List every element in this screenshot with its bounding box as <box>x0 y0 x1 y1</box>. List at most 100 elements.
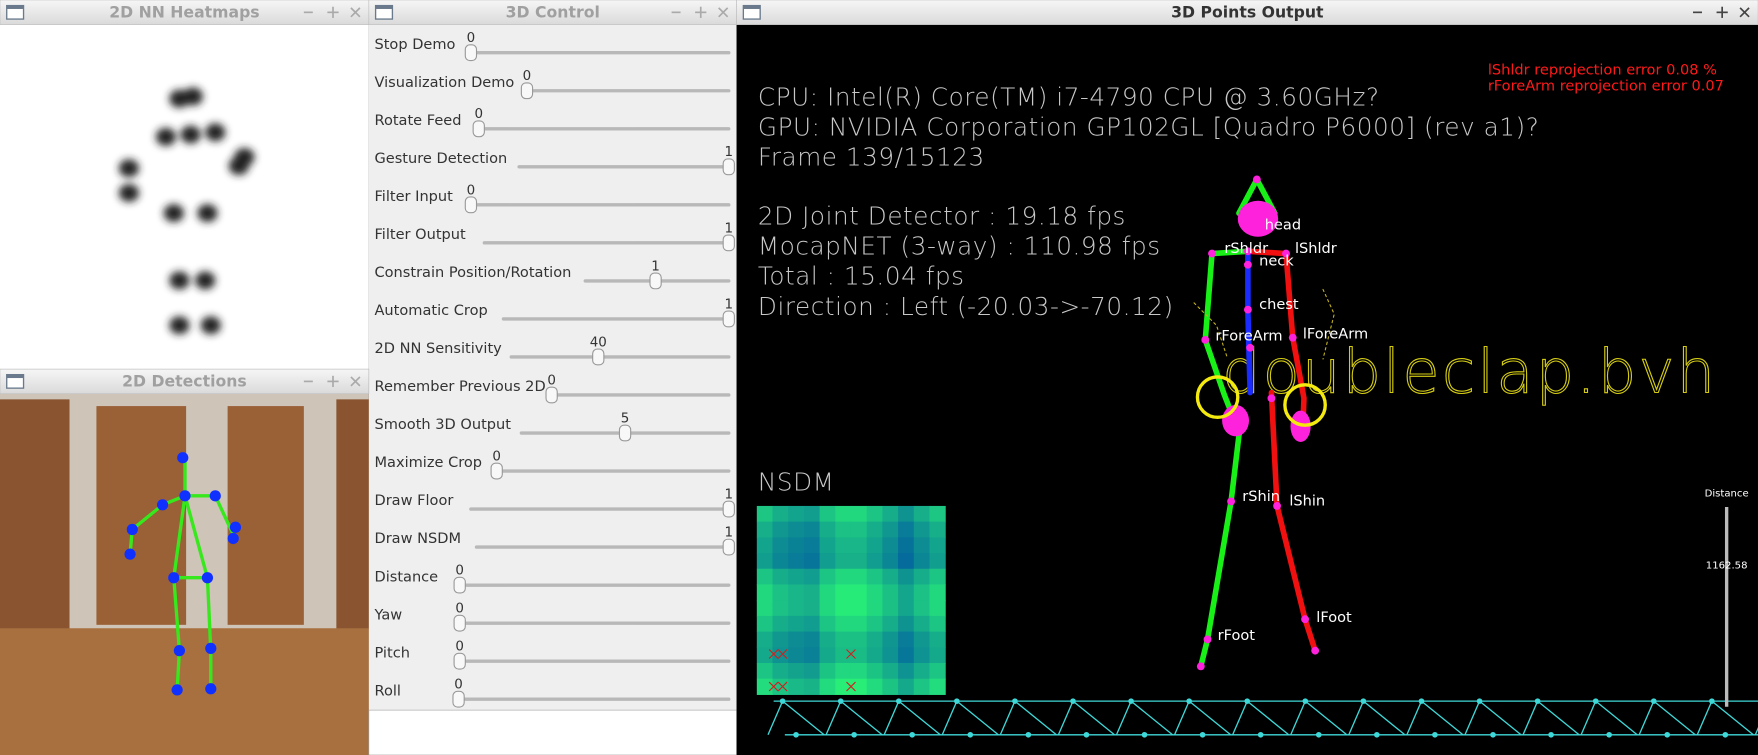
blind <box>96 406 187 625</box>
nsdm-cell <box>866 505 883 523</box>
joint-cluster <box>1222 404 1250 437</box>
slider-thumb[interactable] <box>452 690 465 708</box>
nsdm-cell <box>835 553 852 570</box>
slider-thumb[interactable] <box>472 120 485 138</box>
nsdm-cell <box>913 600 931 617</box>
slider-thumb[interactable] <box>722 158 735 176</box>
slider-thumb[interactable] <box>722 234 735 252</box>
nsdm-cell <box>866 600 883 617</box>
nsdm-cell <box>756 505 774 523</box>
slider-thumb[interactable] <box>722 500 735 518</box>
nsdm-cell <box>803 600 821 617</box>
joint-label: lShin <box>1289 492 1325 509</box>
floor-node <box>1302 698 1309 704</box>
joint-dot <box>1288 333 1297 342</box>
nsdm-cell <box>803 505 821 523</box>
slider-label: Automatic Crop <box>374 302 487 319</box>
maximize-button[interactable] <box>327 6 339 18</box>
slider-thumb[interactable] <box>592 348 605 366</box>
nsdm-cell <box>866 678 883 695</box>
floor-node <box>1490 731 1496 738</box>
title-bar: 2D Detections <box>0 368 370 395</box>
slider-label: Distance <box>374 568 438 585</box>
close-button[interactable] <box>350 7 361 18</box>
heatmap-blob <box>182 87 203 106</box>
slider-thumb[interactable] <box>722 538 735 556</box>
nsdm-cell <box>835 600 852 617</box>
nsdm-cell <box>756 662 774 680</box>
floor-line <box>898 700 941 736</box>
floor-node <box>909 731 916 738</box>
nsdm-cell <box>850 662 868 680</box>
slider-thumb[interactable] <box>490 462 503 480</box>
nsdm-cell <box>929 631 946 648</box>
slider-thumb[interactable] <box>453 576 466 594</box>
nsdm-cell <box>803 631 821 648</box>
slider-value: 1 <box>724 221 733 236</box>
maximize-button[interactable] <box>327 375 339 388</box>
floor-node <box>895 698 902 704</box>
nsdm-cell <box>756 521 774 538</box>
slider-value: 0 <box>523 69 532 84</box>
joint-label: lFoot <box>1316 609 1352 626</box>
joint-label: lForeArm <box>1303 325 1368 342</box>
floor-node <box>1548 731 1554 738</box>
floor-line <box>1232 700 1248 736</box>
nsdm-cell <box>882 600 899 617</box>
heatmap-blob <box>197 204 218 223</box>
clap-marker <box>1283 383 1327 427</box>
floor-line <box>1638 700 1655 736</box>
slider-thumb[interactable] <box>649 272 662 290</box>
floor-node <box>1709 698 1715 704</box>
floor-line <box>1479 700 1522 736</box>
nsdm-cell <box>850 631 868 648</box>
nsdm-cell <box>788 600 805 617</box>
nsdm-cell <box>803 678 821 695</box>
blind <box>227 406 304 625</box>
nsdm-cell <box>866 662 883 680</box>
floor-node <box>1534 698 1541 704</box>
system-info: CPU: Intel(R) Core(TM) i7-4790 CPU @ 3.6… <box>758 83 1380 112</box>
floor-node <box>1476 698 1483 704</box>
nsdm-cell <box>788 678 805 695</box>
slider-thumb[interactable] <box>545 386 558 404</box>
slider-thumb[interactable] <box>464 44 478 62</box>
heatmap-window <box>0 0 369 370</box>
nsdm-cell <box>819 553 836 570</box>
maximize-button[interactable] <box>1716 6 1728 18</box>
floor-line <box>1537 700 1580 736</box>
nsdm-cross <box>768 681 779 692</box>
close-button[interactable] <box>350 376 361 387</box>
nsdm-cell <box>866 647 883 664</box>
nsdm-cell <box>913 537 931 554</box>
floor-line <box>1115 700 1132 736</box>
floor-line <box>1580 700 1597 736</box>
floor-line <box>1595 700 1638 736</box>
slider-thumb[interactable] <box>453 614 466 632</box>
nsdm-cell <box>866 615 883 633</box>
joint-dot <box>1243 305 1252 314</box>
slider-thumb[interactable] <box>618 424 632 442</box>
nsdm-cell <box>929 647 946 664</box>
slider-thumb[interactable] <box>464 196 478 214</box>
floor-node <box>1083 731 1090 738</box>
close-button[interactable] <box>718 7 729 18</box>
slider-thumb[interactable] <box>453 652 466 670</box>
nsdm-cell <box>788 662 805 680</box>
floor-node <box>1199 731 1206 738</box>
heatmap-blob <box>169 271 190 290</box>
floor-line <box>1173 700 1190 736</box>
nsdm-cell <box>819 615 836 633</box>
floor-node <box>967 731 974 738</box>
slider-thumb[interactable] <box>520 82 534 100</box>
floor-node <box>1432 731 1438 738</box>
close-button[interactable] <box>1739 7 1750 18</box>
floor-line <box>941 700 958 736</box>
maximize-button[interactable] <box>695 6 707 18</box>
slider-thumb[interactable] <box>722 310 735 328</box>
heatmap-blob <box>163 204 184 223</box>
slider-label: Filter Input <box>374 188 453 205</box>
nsdm-cell <box>803 568 821 586</box>
stat-line: Direction : Left (-20.03->-70.12) <box>758 292 1174 321</box>
nsdm-cell <box>866 537 883 554</box>
